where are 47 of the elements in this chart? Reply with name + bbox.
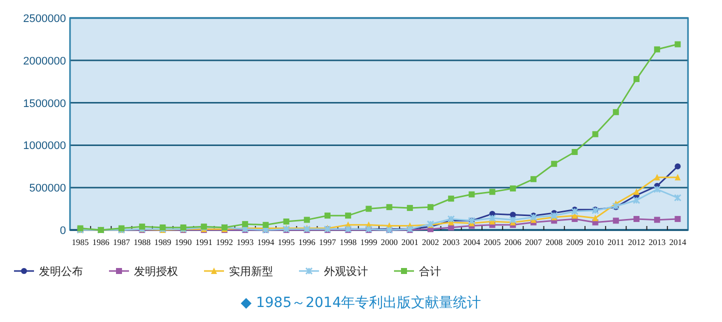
x-tick-label: 1991 bbox=[195, 237, 212, 247]
x-tick-label: 2001 bbox=[401, 237, 418, 247]
legend-发明公布: 发明公布 bbox=[14, 265, 83, 278]
y-tick-label: 1500000 bbox=[23, 98, 66, 110]
x-tick-label: 2013 bbox=[648, 237, 666, 247]
legend-label: 实用新型 bbox=[229, 265, 273, 278]
x-tick-label: 1996 bbox=[298, 237, 316, 247]
x-tick-label: 2011 bbox=[608, 237, 624, 247]
x-tick-label: 2003 bbox=[442, 237, 460, 247]
x-tick-label: 2008 bbox=[546, 237, 563, 247]
x-tick-label: 1986 bbox=[92, 237, 110, 247]
x-tick-label: 2009 bbox=[566, 237, 584, 247]
legend-label: 发明公布 bbox=[39, 265, 83, 278]
x-tick-label: 1997 bbox=[319, 237, 336, 247]
x-tick-label: 1985 bbox=[72, 237, 89, 247]
x-tick-label: 1995 bbox=[278, 237, 295, 247]
legend-label: 外观设计 bbox=[324, 265, 368, 278]
x-tick-label: 1992 bbox=[216, 237, 233, 247]
x-tick-label: 1994 bbox=[257, 237, 275, 247]
legend-label: 发明授权 bbox=[134, 265, 178, 278]
x-tick-label: 1998 bbox=[340, 237, 357, 247]
y-tick-label: 500000 bbox=[29, 182, 66, 195]
legend-label: 合计 bbox=[419, 265, 441, 278]
text: ◆ 1985～2014年专利出版文献量统计 bbox=[240, 295, 482, 311]
x-tick-label: 2010 bbox=[586, 237, 604, 247]
x-tick-label: 2006 bbox=[504, 237, 522, 247]
x-tick-label: 1989 bbox=[154, 237, 172, 247]
y-tick-label: 0 bbox=[60, 225, 66, 237]
legend-外观设计: 外观设计 bbox=[299, 265, 368, 278]
x-tick-label: 2007 bbox=[525, 237, 542, 247]
legend-发明授权: 发明授权 bbox=[109, 265, 178, 278]
x-tick-label: 2000 bbox=[380, 237, 398, 247]
y-tick-label: 2500000 bbox=[23, 13, 66, 25]
legend-实用新型: 实用新型 bbox=[204, 265, 273, 278]
x-tick-label: 1987 bbox=[113, 237, 130, 247]
y-tick-label: 1000000 bbox=[23, 140, 66, 152]
x-tick-label: 1993 bbox=[236, 237, 254, 247]
legend-合计: 合计 bbox=[394, 265, 441, 278]
x-tick-label: 2004 bbox=[463, 237, 481, 247]
x-tick-label: 2002 bbox=[422, 237, 439, 247]
x-tick-label: 1988 bbox=[134, 237, 151, 247]
x-tick-label: 2005 bbox=[484, 237, 501, 247]
x-tick-label: 1999 bbox=[360, 237, 378, 247]
x-tick-label: 1990 bbox=[174, 237, 192, 247]
x-tick-label: 2012 bbox=[628, 237, 645, 247]
y-tick-label: 2000000 bbox=[23, 55, 66, 68]
x-tick-label: 2014 bbox=[669, 237, 687, 247]
